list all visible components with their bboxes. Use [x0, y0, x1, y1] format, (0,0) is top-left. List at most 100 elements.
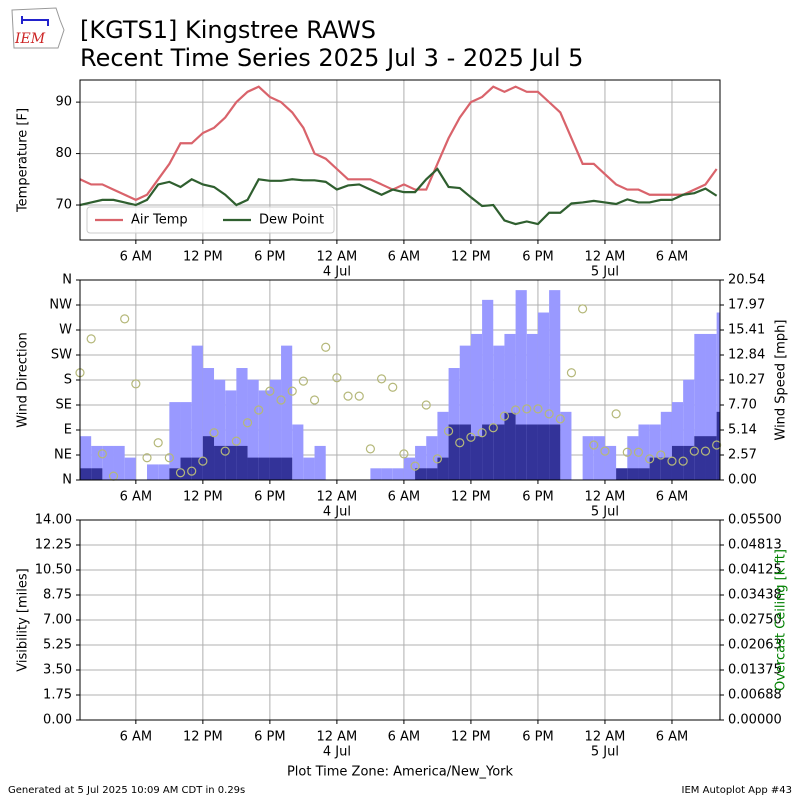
y-tick-label: W [59, 323, 72, 338]
x-tick-label: 6 AM [656, 730, 689, 745]
point [522, 404, 532, 414]
point [164, 453, 174, 463]
y-tick-label: 1.75 [43, 688, 72, 703]
y-tick-label: 0.00 [43, 713, 72, 728]
y-tick-label: 7.00 [43, 613, 72, 628]
bar [683, 379, 695, 480]
x-tick-label: 12 PM [183, 490, 223, 505]
x-tick-label: 6 AM [120, 250, 153, 265]
y2-tick-label: 0.00688 [728, 688, 782, 703]
bar [504, 333, 516, 480]
y2-tick-label: 7.70 [728, 398, 757, 413]
bar [91, 445, 103, 480]
point [120, 314, 130, 324]
y2-tick-label: 15.41 [728, 323, 765, 338]
x-tick-label: 6 AM [388, 730, 421, 745]
y-tick-label: 8.75 [43, 588, 72, 603]
bar [537, 312, 550, 480]
bar [415, 445, 427, 480]
point [555, 414, 565, 424]
bar [147, 464, 159, 480]
x-tick-label: 12 PM [451, 250, 491, 265]
y2-tick-label: 17.97 [728, 298, 765, 313]
panel: 6 AM 12 PM 6 PM 12 AM 6 AM 12 PM 6 PM 12 AM 6 AM… [16, 79, 721, 280]
point [131, 379, 141, 389]
bar [214, 445, 226, 480]
point [410, 461, 420, 471]
legend-label: Air Temp [131, 213, 188, 228]
bar [392, 468, 404, 480]
point [265, 386, 275, 396]
bar [448, 368, 460, 480]
point [488, 423, 498, 433]
bar [225, 390, 237, 480]
logo-text: IEM [14, 31, 46, 47]
y-tick-label: 14.00 [35, 513, 72, 528]
bar [638, 424, 650, 480]
x-tick-label: 12 AM [316, 490, 357, 505]
x-tick-label: 6 AM [388, 490, 421, 505]
bar [247, 457, 259, 480]
bar [627, 436, 639, 480]
bar [158, 464, 170, 480]
point [254, 405, 264, 415]
point [153, 438, 163, 448]
point [209, 428, 219, 438]
bar [80, 436, 92, 480]
bar [113, 445, 125, 480]
bar [124, 457, 136, 480]
bar [705, 333, 717, 480]
point [332, 373, 342, 383]
y2-tick-label: 20.54 [728, 273, 765, 288]
bar [694, 333, 706, 480]
x-tick-label: 6 PM [522, 490, 553, 505]
bar [269, 379, 282, 480]
bar [470, 436, 483, 480]
title: [KGTS1] Kingstree RAWS [80, 16, 376, 44]
y2-tick-label: 5.14 [728, 423, 757, 438]
point [443, 426, 454, 436]
y-tick-label: 5.25 [43, 638, 72, 653]
bar [549, 424, 561, 480]
x-tick-label: 12 AM [585, 250, 626, 265]
point [175, 468, 186, 478]
bar [169, 402, 181, 480]
bar [671, 402, 684, 480]
point [678, 456, 688, 466]
point [187, 466, 197, 476]
bar [549, 290, 561, 480]
bar [716, 411, 720, 480]
y2-axis-label: Wind Speed [mph] [774, 320, 789, 441]
bar [482, 299, 494, 480]
point [533, 404, 543, 414]
point [455, 438, 465, 448]
bar [627, 468, 639, 480]
x-tick-label: 12 PM [451, 730, 491, 745]
bar [437, 457, 449, 480]
point [466, 432, 476, 442]
bar [448, 424, 460, 480]
bar [638, 468, 650, 480]
bar [493, 345, 505, 480]
point [309, 395, 320, 405]
point [231, 436, 241, 446]
y2-tick-label: 0.02063 [728, 638, 782, 653]
bar [102, 445, 114, 480]
bar [515, 290, 527, 480]
bar [258, 457, 270, 480]
x-day-label: 4 Jul [323, 505, 351, 520]
bar [281, 345, 293, 480]
line [80, 167, 718, 226]
x-tick-label: 6 PM [254, 250, 285, 265]
bar [537, 424, 550, 480]
point [645, 454, 655, 464]
point [656, 450, 666, 460]
point [276, 395, 286, 405]
bar [314, 445, 326, 480]
footer-left: Generated at 5 Jul 2025 10:09 AM CDT in … [8, 785, 245, 796]
point [499, 411, 510, 421]
point [86, 334, 96, 344]
bar [671, 445, 684, 480]
y-tick-label: NW [49, 298, 72, 313]
x-tick-label: 6 AM [388, 250, 421, 265]
